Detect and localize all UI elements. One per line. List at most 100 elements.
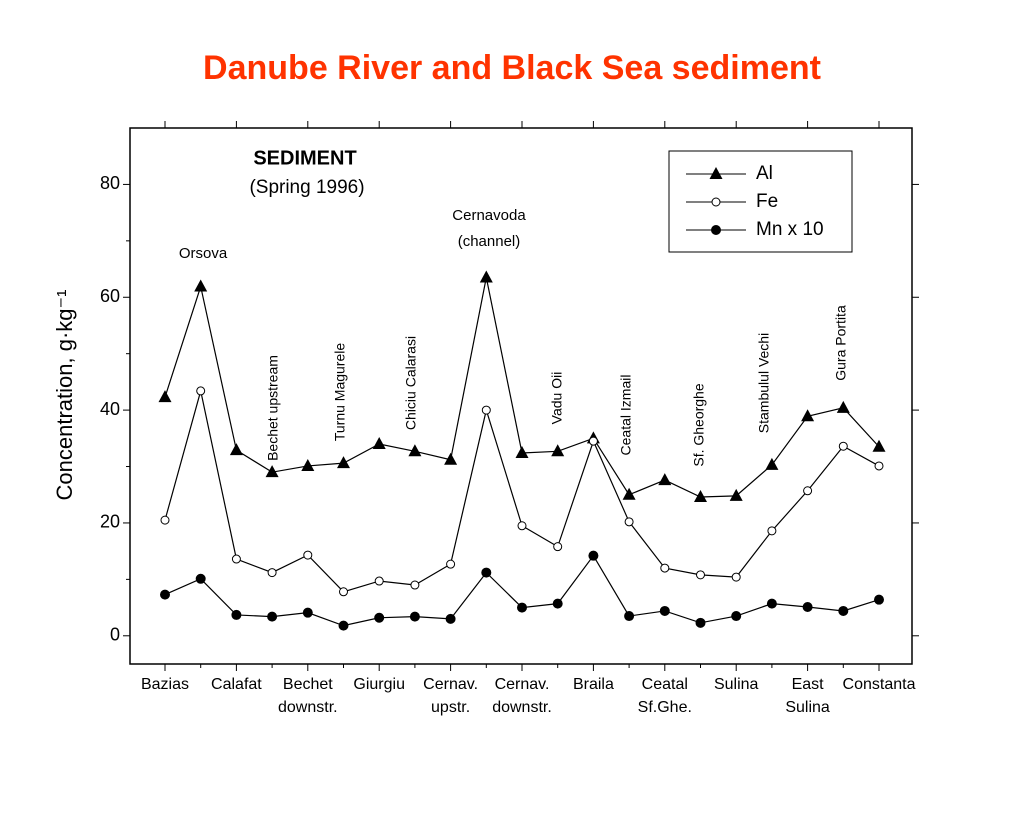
marker: [372, 436, 386, 449]
marker: [158, 390, 172, 403]
marker: [231, 554, 241, 564]
y-tick-label: 40: [100, 399, 120, 419]
site-label: Turnu Magurele: [332, 343, 348, 442]
marker: [408, 444, 422, 457]
marker: [709, 167, 723, 179]
marker: [481, 405, 491, 415]
marker: [660, 563, 670, 573]
marker: [267, 611, 278, 622]
marker: [302, 607, 313, 618]
marker: [659, 605, 670, 616]
marker: [267, 568, 277, 578]
x-tick-label: Constanta: [842, 676, 916, 693]
x-tick-label: Braila: [572, 676, 614, 693]
x-tick-label: Bazias: [140, 676, 190, 693]
marker: [551, 444, 565, 457]
marker: [694, 489, 707, 502]
marker: [836, 400, 850, 413]
marker: [160, 515, 170, 525]
marker: [479, 270, 493, 283]
marker: [731, 572, 741, 582]
marker: [622, 487, 636, 500]
marker: [444, 452, 458, 465]
marker: [711, 197, 721, 207]
marker: [303, 550, 313, 560]
marker: [339, 587, 348, 597]
marker: [767, 526, 777, 536]
marker: [711, 225, 721, 235]
x-tick-label: East Sulina: [785, 676, 830, 716]
legend-label: Mn x 10: [756, 219, 824, 240]
marker: [838, 605, 849, 616]
marker: [515, 445, 529, 458]
x-tick-label: Giurgiu: [353, 676, 405, 693]
marker: [374, 576, 384, 586]
legend-label: Al: [756, 163, 773, 184]
marker: [410, 580, 420, 590]
plot-frame: [129, 127, 913, 665]
x-tick-label: Cernav. downstr.: [492, 676, 552, 716]
site-label: Cernavoda (channel): [452, 207, 526, 250]
marker: [517, 602, 527, 613]
marker: [481, 567, 492, 578]
chart-note: (Spring 1996): [249, 177, 364, 198]
y-tick-label: 0: [110, 625, 120, 645]
marker: [301, 458, 315, 471]
marker: [337, 456, 350, 469]
marker: [374, 612, 385, 623]
marker: [695, 617, 706, 628]
marker: [553, 542, 563, 552]
marker: [265, 465, 279, 478]
marker: [409, 611, 420, 622]
marker: [696, 570, 705, 580]
site-label: Orsova: [178, 245, 228, 262]
y-tick-label: 60: [100, 286, 120, 306]
marker: [446, 559, 456, 569]
marker: [552, 598, 563, 609]
site-label: Chiciu Calarasi: [403, 336, 419, 430]
site-label: Sf. Gheorghe: [691, 383, 707, 466]
marker: [729, 488, 743, 501]
y-tick-label: 20: [100, 512, 120, 532]
marker: [588, 550, 599, 561]
site-label: Gura Portita: [833, 305, 849, 381]
marker: [194, 279, 208, 292]
marker: [801, 409, 815, 422]
marker: [731, 611, 742, 622]
marker: [624, 611, 635, 622]
site-label: Ceatal Izmail: [618, 375, 634, 456]
site-label: Bechet upstream: [265, 355, 281, 461]
marker: [803, 486, 813, 496]
chart-title: Danube River and Black Sea sediment: [203, 49, 821, 87]
chart-subtitle: SEDIMENT: [253, 147, 356, 169]
marker: [517, 521, 527, 531]
marker: [874, 594, 884, 605]
marker: [195, 573, 206, 584]
marker: [765, 457, 779, 470]
marker: [874, 461, 884, 471]
marker: [231, 609, 242, 620]
y-axis-label: Concentration, g·kg⁻¹: [52, 290, 77, 501]
marker: [445, 613, 456, 624]
y-tick-label: 80: [100, 173, 120, 193]
marker: [338, 620, 349, 631]
marker: [802, 602, 813, 613]
marker: [872, 439, 886, 452]
marker: [766, 598, 777, 609]
legend-label: Fe: [756, 191, 778, 212]
x-tick-label: Cernav. upstr.: [423, 676, 479, 716]
x-tick-label: Bechet downstr.: [278, 676, 338, 716]
marker: [229, 443, 243, 456]
marker: [588, 436, 598, 446]
x-tick-label: Ceatal Sf.Ghe.: [637, 676, 692, 716]
marker: [658, 473, 672, 486]
marker: [838, 441, 848, 451]
site-label: Vadu Oii: [549, 372, 565, 425]
marker: [624, 517, 634, 527]
x-tick-label: Calafat: [211, 676, 262, 693]
site-label: Stambulul Vechi: [756, 333, 772, 433]
marker: [196, 386, 206, 396]
marker: [160, 589, 170, 600]
